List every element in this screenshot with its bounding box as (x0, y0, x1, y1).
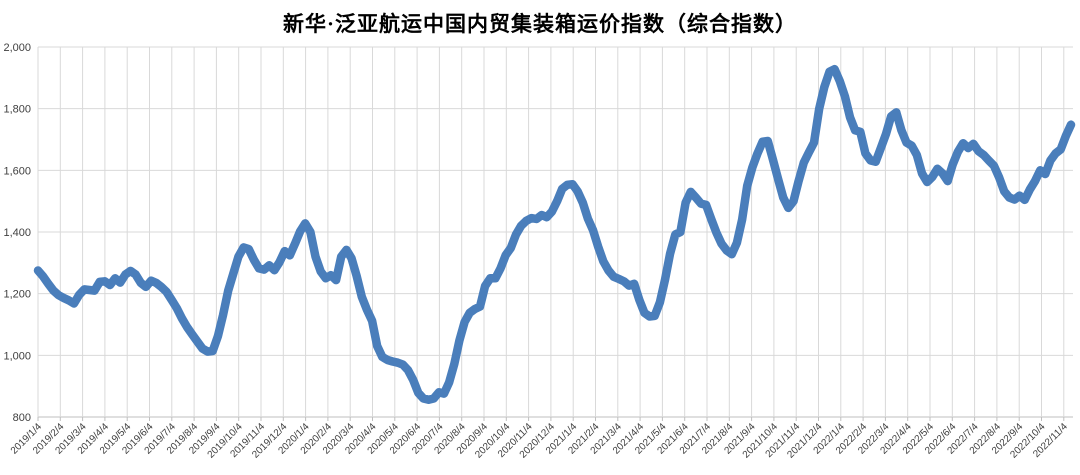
y-axis-label: 1,600 (3, 165, 31, 177)
chart-title: 新华·泛亚航运中国内贸集装箱运价指数（综合指数） (282, 12, 797, 36)
y-axis-label: 1,200 (3, 289, 31, 301)
index-line (33, 64, 1076, 404)
y-axis-label: 1,400 (3, 227, 31, 239)
y-axis-label: 800 (13, 412, 31, 424)
y-axis-label: 1,000 (3, 350, 31, 362)
y-axis-label: 2,000 (3, 42, 31, 54)
y-axis-label: 1,800 (3, 104, 31, 116)
